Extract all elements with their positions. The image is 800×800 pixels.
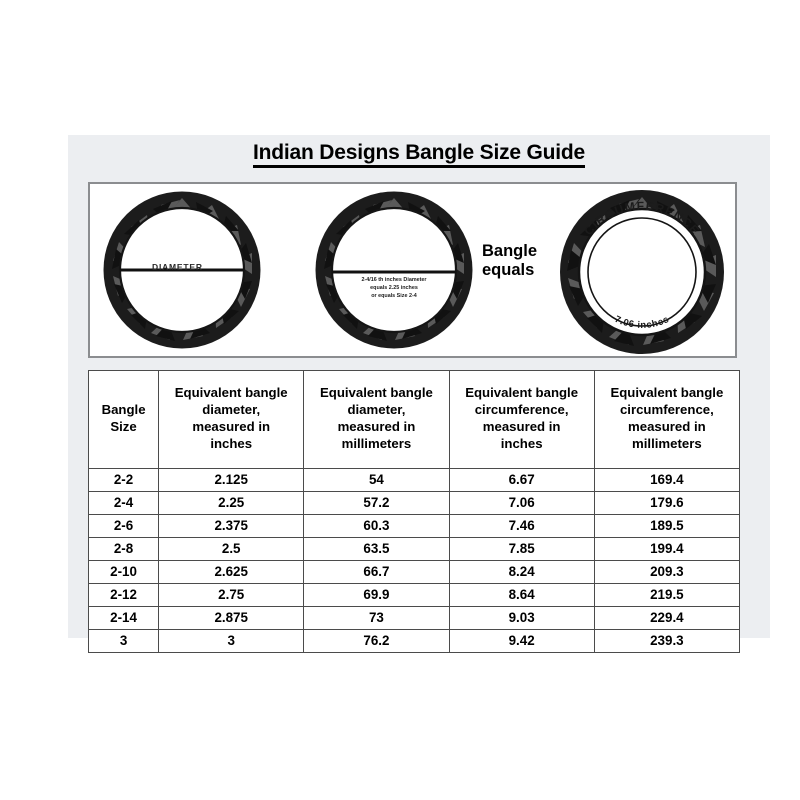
- cell-value: 239.3: [593, 629, 741, 653]
- bangle-diagram-measured: 2-4/16 th inches Diameter equals 2.25 in…: [312, 189, 476, 351]
- header-line: circumference,: [619, 402, 714, 418]
- table-row: 2-6 2.375 60.3 7.46 189.5: [87, 514, 741, 538]
- bangle-diagram-diameter: DIAMETER: [100, 189, 264, 351]
- cell-value: 7.85: [448, 537, 595, 561]
- guide-card: Indian Designs Bangle Size Guide: [68, 135, 770, 653]
- header-line: diameter,: [347, 402, 406, 418]
- cell-value: 229.4: [593, 606, 741, 630]
- table-row: 2-10 2.625 66.7 8.24 209.3: [87, 560, 741, 584]
- header-line: Equivalent bangle: [465, 385, 579, 401]
- cell-value: 169.4: [593, 468, 741, 492]
- cell-value: 8.64: [448, 583, 595, 607]
- cell-value: 3: [158, 629, 305, 653]
- header-line: millimeters: [341, 435, 412, 451]
- cell-value: 63.5: [303, 537, 450, 561]
- cell-value: 2.375: [158, 514, 305, 538]
- table-head: Bangle Size Equivalent bangle diameter, …: [87, 370, 741, 469]
- cell-value: 66.7: [303, 560, 450, 584]
- header-line: Equivalent bangle: [610, 385, 724, 401]
- header-line: Bangle: [101, 402, 146, 418]
- cell-value: 6.67: [448, 468, 595, 492]
- diagram-panel: DIAMETER: [88, 182, 737, 358]
- bangle-diagram-circumference: CIRCUMFERENCE 7.06 inches: [556, 189, 728, 355]
- table-row: 2-12 2.75 69.9 8.64 219.5: [87, 583, 741, 607]
- cell-bangle-size: 2-12: [87, 583, 160, 607]
- bangle-size-table: Bangle Size Equivalent bangle diameter, …: [87, 370, 741, 653]
- column-header-circumference-inches: Equivalent bangle circumference, measure…: [448, 370, 595, 469]
- cell-value: 189.5: [593, 514, 741, 538]
- bangle-note-line-2: equals 2.25 inches: [370, 284, 418, 291]
- header-line: measured in: [337, 419, 416, 434]
- table-row: 2-2 2.125 54 6.67 169.4: [87, 468, 741, 492]
- bangle-ring-2-icon: [315, 191, 473, 349]
- cell-bangle-size: 2-14: [87, 606, 160, 630]
- cell-value: 179.6: [593, 491, 741, 515]
- size-table-container: Bangle Size Equivalent bangle diameter, …: [87, 370, 741, 653]
- column-header-diameter-inches: Equivalent bangle diameter, measured in …: [158, 370, 305, 469]
- header-line: inches: [210, 435, 253, 451]
- bangle-note: 2-4/16 th inches Diameter equals 2.25 in…: [327, 277, 461, 300]
- cell-value: 73: [303, 606, 450, 630]
- cell-bangle-size: 3: [87, 629, 160, 653]
- header-line: diameter,: [202, 402, 261, 418]
- bangle-note-line-3: or equals Size 2-4: [371, 292, 417, 299]
- header-line: measured in: [482, 419, 561, 434]
- cell-value: 60.3: [303, 514, 450, 538]
- svg-text:7.06 inches: 7.06 inches: [613, 314, 671, 331]
- bangle-equals-line-1: Bangle: [482, 242, 538, 260]
- header-line: measured in: [192, 419, 271, 434]
- cell-value: 69.9: [303, 583, 450, 607]
- header-line: Size: [110, 419, 137, 434]
- cell-value: 2.625: [158, 560, 305, 584]
- cell-bangle-size: 2-8: [87, 537, 160, 561]
- cell-value: 7.46: [448, 514, 595, 538]
- table-row: 2-14 2.875 73 9.03 229.4: [87, 606, 741, 630]
- header-line: measured in: [628, 419, 706, 434]
- bangle-note-line-1: 2-4/16 th inches Diameter: [361, 277, 427, 283]
- page-title-text: Indian Designs Bangle Size Guide: [253, 141, 585, 169]
- diameter-label: DIAMETER: [152, 262, 203, 272]
- cell-value: 7.06: [448, 491, 595, 515]
- column-header-circumference-millimeters: Equivalent bangle circumference, measure…: [593, 370, 741, 469]
- header-line: millimeters: [632, 435, 702, 451]
- cell-value: 2.125: [158, 468, 305, 492]
- cell-value: 8.24: [448, 560, 595, 584]
- cell-value: 2.25: [158, 491, 305, 515]
- column-header-diameter-millimeters: Equivalent bangle diameter, measured in …: [303, 370, 450, 469]
- table-row: 3 3 76.2 9.42 239.3: [87, 629, 741, 653]
- cell-bangle-size: 2-4: [87, 491, 160, 515]
- cell-bangle-size: 2-6: [87, 514, 160, 538]
- cell-value: 2.5: [158, 537, 305, 561]
- cell-value: 9.03: [448, 606, 595, 630]
- page-title: Indian Designs Bangle Size Guide: [68, 141, 770, 169]
- circumference-value-label: 7.06 inches: [613, 314, 671, 331]
- cell-value: 219.5: [593, 583, 741, 607]
- bangle-ring-3-icon: CIRCUMFERENCE 7.06 inches: [560, 190, 724, 354]
- table-body: 2-2 2.125 54 6.67 169.4 2-4 2.25 57.2 7.06 179.6 2…: [87, 468, 741, 653]
- cell-value: 199.4: [593, 537, 741, 561]
- bangle-equals-line-2: equals: [482, 260, 535, 279]
- cell-value: 209.3: [593, 560, 741, 584]
- bangle-equals-text: Bangle equals: [482, 242, 574, 280]
- header-line: Equivalent bangle: [319, 385, 433, 401]
- cell-value: 9.42: [448, 629, 595, 653]
- cell-value: 76.2: [303, 629, 450, 653]
- cell-bangle-size: 2-10: [87, 560, 160, 584]
- header-line: inches: [500, 435, 543, 451]
- cell-value: 2.75: [158, 583, 305, 607]
- table-row: 2-8 2.5 63.5 7.85 199.4: [87, 537, 741, 561]
- table-row: 2-4 2.25 57.2 7.06 179.6: [87, 491, 741, 515]
- header-line: Equivalent bangle: [174, 385, 288, 401]
- cell-value: 2.875: [158, 606, 305, 630]
- table-header-row: Bangle Size Equivalent bangle diameter, …: [87, 370, 741, 469]
- cell-bangle-size: 2-2: [87, 468, 160, 492]
- cell-value: 54: [303, 468, 450, 492]
- header-line: circumference,: [474, 402, 569, 418]
- bangle-ring-1-icon: [103, 191, 261, 349]
- column-header-bangle-size: Bangle Size: [87, 370, 160, 469]
- cell-value: 57.2: [303, 491, 450, 515]
